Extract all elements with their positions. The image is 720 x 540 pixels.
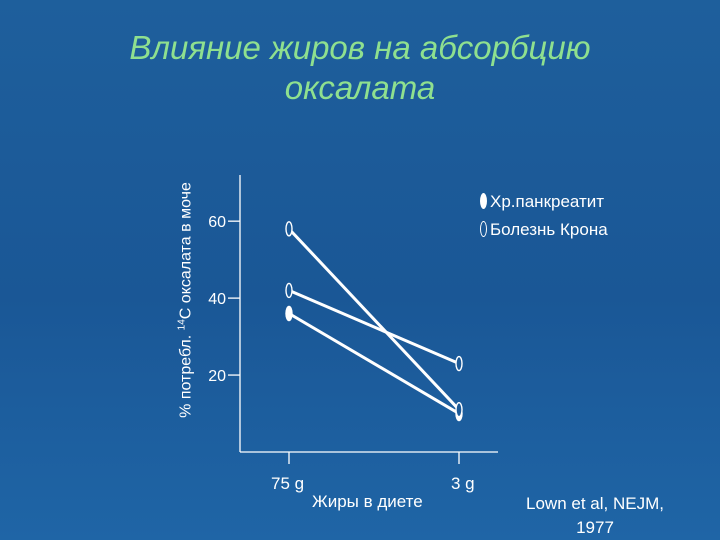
y-tick-label: 20 — [208, 368, 226, 385]
y-tick-label: 60 — [208, 214, 226, 231]
data-point-filled — [285, 305, 293, 322]
legend-label: Болезнь Крона — [490, 220, 608, 239]
series-line — [288, 289, 460, 365]
data-point-open — [285, 221, 293, 237]
legend-marker-open — [480, 221, 487, 237]
citation-line-1: Lown et al, NEJM, — [526, 494, 664, 513]
citation: Lown et al, NEJM, 1977 — [506, 492, 684, 540]
title-line-1: Влияние жиров на абсорбцию — [129, 29, 591, 66]
y-tick-label: 40 — [208, 291, 226, 308]
series-line — [287, 227, 461, 411]
series-line — [288, 312, 460, 415]
x-tick-label-3g: 3 g — [451, 474, 475, 493]
slide-title: Влияние жиров на абсорбцию оксалата — [60, 28, 660, 108]
data-point-open — [455, 355, 463, 372]
x-axis-label: Жиры в диете — [312, 492, 423, 511]
legend-label: Хр.панкреатит — [490, 192, 605, 211]
x-tick-label-75g: 75 g — [271, 474, 305, 493]
title-line-2: оксалата — [284, 69, 436, 106]
citation-line-2: 1977 — [576, 518, 614, 537]
legend-marker-filled — [480, 193, 487, 209]
data-point-open — [455, 401, 463, 418]
data-point-open — [285, 282, 293, 299]
